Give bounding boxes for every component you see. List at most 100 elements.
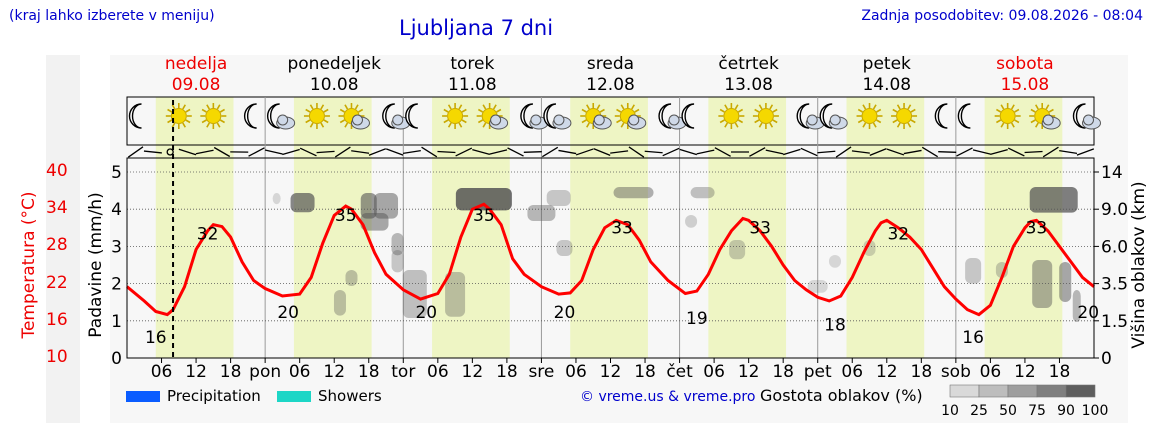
sun-icon xyxy=(200,103,227,129)
x-tick-label: 06 xyxy=(427,362,449,382)
temperature-label: 16 xyxy=(962,328,984,348)
temperature-label: 32 xyxy=(197,225,219,245)
density-tick-label: 75 xyxy=(1028,403,1046,419)
sun-icon xyxy=(994,103,1021,129)
moon-cloud-icon xyxy=(266,103,296,130)
daylight-band xyxy=(570,97,648,358)
precip-tick-label: 2 xyxy=(111,275,122,295)
density-swatch xyxy=(1007,384,1038,398)
x-tick-label: 06 xyxy=(980,362,1002,382)
temperature-tick-label: 16 xyxy=(46,309,68,330)
x-tick-label: 18 xyxy=(1049,362,1071,382)
temperature-label: 16 xyxy=(145,328,167,348)
daylight-band xyxy=(708,97,787,358)
wind-barb-icon xyxy=(437,150,456,154)
wind-barb-icon xyxy=(696,149,715,155)
wind-barb-icon xyxy=(299,147,317,157)
precip-tick-label: 5 xyxy=(111,163,122,183)
cloud-tick-label: 3.5 xyxy=(1101,275,1128,295)
day-name: nedelja xyxy=(165,54,227,74)
temperature-label: 35 xyxy=(473,206,495,226)
sun-icon xyxy=(752,103,779,129)
wind-barb-icon xyxy=(800,147,818,157)
wind-barb-icon xyxy=(990,149,1008,155)
wind-barb-icon xyxy=(749,147,766,157)
wind-barb-icon xyxy=(1007,147,1025,157)
density-swatch xyxy=(1065,384,1096,398)
temperature-label: 20 xyxy=(554,303,576,323)
wind-barb-icon xyxy=(972,149,991,155)
wind-barb-icon xyxy=(886,148,905,156)
wind-barb-icon xyxy=(127,146,144,158)
moon-icon xyxy=(243,103,257,129)
wind-barb-icon xyxy=(851,150,870,154)
sun-cloud-icon xyxy=(1029,103,1061,130)
wind-barb-icon xyxy=(421,146,438,158)
temperature-tick-label: 34 xyxy=(46,198,68,219)
x-tick-label: 06 xyxy=(289,362,311,382)
x-tick-label: sre xyxy=(528,362,554,382)
day-date: 11.08 xyxy=(448,75,497,95)
sun-cloud-icon xyxy=(614,103,647,130)
temperature-label: 33 xyxy=(1026,218,1048,238)
x-tick-label: pon xyxy=(249,362,281,382)
cloud-density-patch xyxy=(402,270,427,318)
wind-barb-icon xyxy=(542,146,559,158)
cloud-density-patch xyxy=(1059,262,1072,302)
cloud-density-patch xyxy=(445,272,466,317)
cloud-density-patch xyxy=(455,188,512,211)
density-swatch xyxy=(1036,384,1067,398)
cloud-density-patch xyxy=(556,240,573,256)
x-tick-label: 12 xyxy=(462,362,484,382)
density-tick-label: 25 xyxy=(970,403,988,419)
x-tick-label: 18 xyxy=(496,362,518,382)
cloud-tick-label: 6.0 xyxy=(1101,237,1128,257)
day-date: 09.08 xyxy=(172,75,221,95)
moon-cloud-icon xyxy=(658,103,687,130)
cloud-tick-label: 9.0 xyxy=(1101,200,1128,220)
temperature-tick-label: 10 xyxy=(46,347,68,367)
day-name: četrtek xyxy=(718,54,779,74)
x-tick-label: 18 xyxy=(911,362,933,382)
wind-barb-icon xyxy=(679,148,698,156)
wind-barb-icon xyxy=(316,150,335,154)
wind-barb-icon xyxy=(662,147,680,157)
temperature-label: 33 xyxy=(611,218,633,238)
moon-cloud-icon xyxy=(543,103,572,130)
wind-barb-icon xyxy=(921,146,939,158)
chart-title: Ljubljana 7 dni xyxy=(399,16,554,40)
sun-icon xyxy=(303,103,330,129)
wind-barb-icon xyxy=(903,149,922,155)
wind-barb-icon xyxy=(507,147,524,157)
x-tick-label: pet xyxy=(804,362,832,382)
wind-barb-icon xyxy=(368,148,387,156)
day-date: 10.08 xyxy=(310,75,359,95)
cloud-density-patch xyxy=(690,187,715,199)
region-hint: (kraj lahko izberete v meniju) xyxy=(9,8,215,24)
cloud-density-patch xyxy=(613,187,654,199)
day-name: sreda xyxy=(587,54,634,74)
x-tick-label: sob xyxy=(941,362,971,382)
cloud-tick-label: 0 xyxy=(1101,349,1112,369)
sun-cloud-icon xyxy=(476,103,509,130)
day-date: 14.08 xyxy=(862,75,911,95)
temperature-tick-label: 28 xyxy=(46,235,68,256)
wind-barb-icon xyxy=(472,149,490,155)
temperature-tick-label: 40 xyxy=(46,161,68,181)
wind-barb-icon xyxy=(765,149,784,155)
day-date: 15.08 xyxy=(1001,75,1050,95)
wind-barb-icon xyxy=(455,147,473,157)
showers-legend-swatch xyxy=(277,391,311,402)
temperature-label: 20 xyxy=(277,303,299,323)
daylight-band xyxy=(293,97,372,358)
x-tick-label: tor xyxy=(391,362,415,382)
precip-legend-label: Precipitation xyxy=(167,387,261,405)
x-tick-label: 18 xyxy=(358,362,380,382)
day-date: 13.08 xyxy=(724,75,773,95)
cloud-density-patch xyxy=(685,215,698,228)
x-tick-label: čet xyxy=(666,362,693,382)
cloud-density-label: Gostota oblakov (%) xyxy=(760,386,923,405)
temperature-label: 19 xyxy=(686,309,708,329)
wind-barb-icon xyxy=(783,148,801,156)
cloud-density-patch xyxy=(333,290,346,316)
